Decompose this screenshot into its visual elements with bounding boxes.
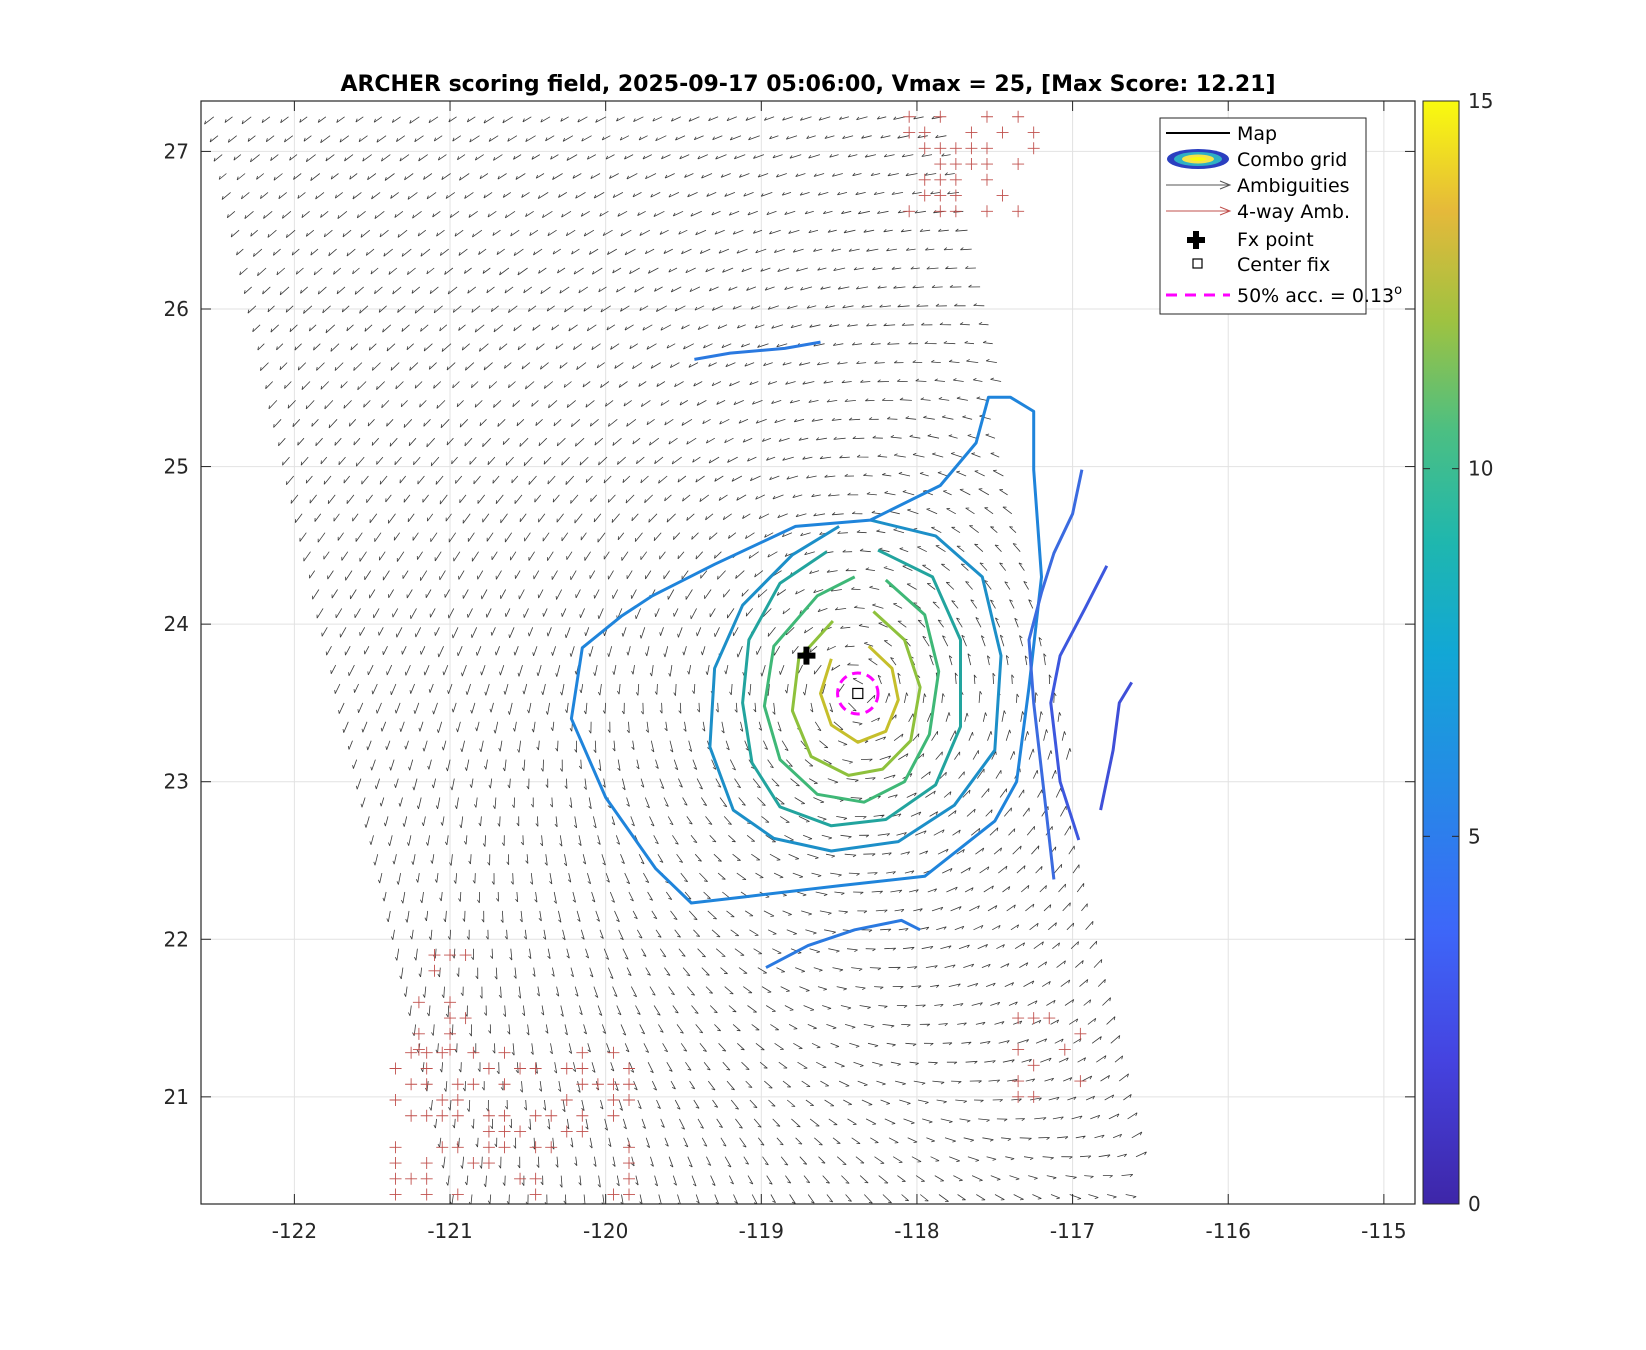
contour-level-5.5 [569,395,1043,905]
legend-accuracy-label: 50% acc. = 0.13o [1237,283,1402,307]
accuracy-circle [836,671,880,716]
contour-level-5 [694,340,821,361]
y-tick-label: 27 [164,139,189,163]
ambiguity-arrow-field [204,116,1147,1204]
grid [201,101,1415,1204]
y-tick-label: 22 [164,927,189,951]
x-tick-label: -115 [1361,1219,1406,1243]
y-tick-label: 21 [164,1085,189,1109]
x-tick-label: -122 [272,1219,317,1243]
y-tick-label: 24 [164,612,189,636]
contour-level-3.5 [1049,565,1109,841]
legend-4way-label: 4-way Amb. [1237,201,1350,223]
contour-level-9.5 [790,610,922,777]
y-axis: 21 22 23 24 25 26 27 [164,139,1415,1109]
legend-center-fix-label: Center fix [1237,254,1330,276]
legend-ambiguities-label: Ambiguities [1237,175,1350,197]
legend-fx-point-marker [1187,231,1205,249]
fix-markers [797,646,880,716]
colorbar [1422,100,1460,1205]
colorbar-tick-label: 15 [1468,89,1493,113]
legend-combo-grid-swatch [1167,149,1229,169]
contour-level-6.5 [708,518,1003,853]
legend-accuracy-degree: o [1394,283,1402,298]
fx-point-marker [797,646,816,665]
colorbar-tick-label: 0 [1468,1192,1481,1216]
score-contours [569,340,1133,969]
contour-level-4 [1027,469,1084,880]
legend-ambiguities-swatch [1166,180,1232,190]
colorbar-tick-label: 10 [1468,457,1493,481]
x-tick-label: -120 [583,1219,628,1243]
x-tick-label: -121 [427,1219,472,1243]
x-tick-label: -119 [739,1219,784,1243]
legend-combo-grid-label: Combo grid [1237,149,1347,171]
four-way-ambiguity-crosses [389,110,1087,1201]
legend-center-fix-marker [1192,258,1203,269]
x-tick-label: -116 [1206,1219,1251,1243]
axes-box [200,100,1416,1205]
chart-title: ARCHER scoring field, 2025-09-17 05:06:0… [340,72,1275,97]
y-tick-label: 23 [164,770,189,794]
contour-level-7.5 [741,548,962,828]
y-tick-label: 26 [164,297,189,321]
legend-fx-point-label: Fx point [1237,229,1314,251]
contour-level-5 [765,918,921,969]
x-tick-label: -117 [1050,1219,1095,1243]
legend-map-label: Map [1237,123,1277,145]
legend-4way-swatch [1166,206,1232,216]
colorbar-tick-label: 5 [1468,824,1481,848]
center-fix-marker [852,687,864,700]
contour-level-8.5 [762,575,941,804]
legend-accuracy-text: 50% acc. = 0.13 [1237,285,1394,307]
x-axis: -122 -121 -120 -119 -118 -117 -116 -115 [272,101,1407,1243]
colorbar-ticks: 0 5 10 15 [1423,89,1493,1216]
y-tick-label: 25 [164,455,189,479]
ambiguity-arrows [204,110,1147,1204]
x-tick-label: -118 [894,1219,939,1243]
contour-level-3 [1099,681,1133,811]
contour-level-11 [819,645,900,744]
legend: Map Combo grid Ambiguities 4-way Amb. Fx… [1159,117,1402,315]
